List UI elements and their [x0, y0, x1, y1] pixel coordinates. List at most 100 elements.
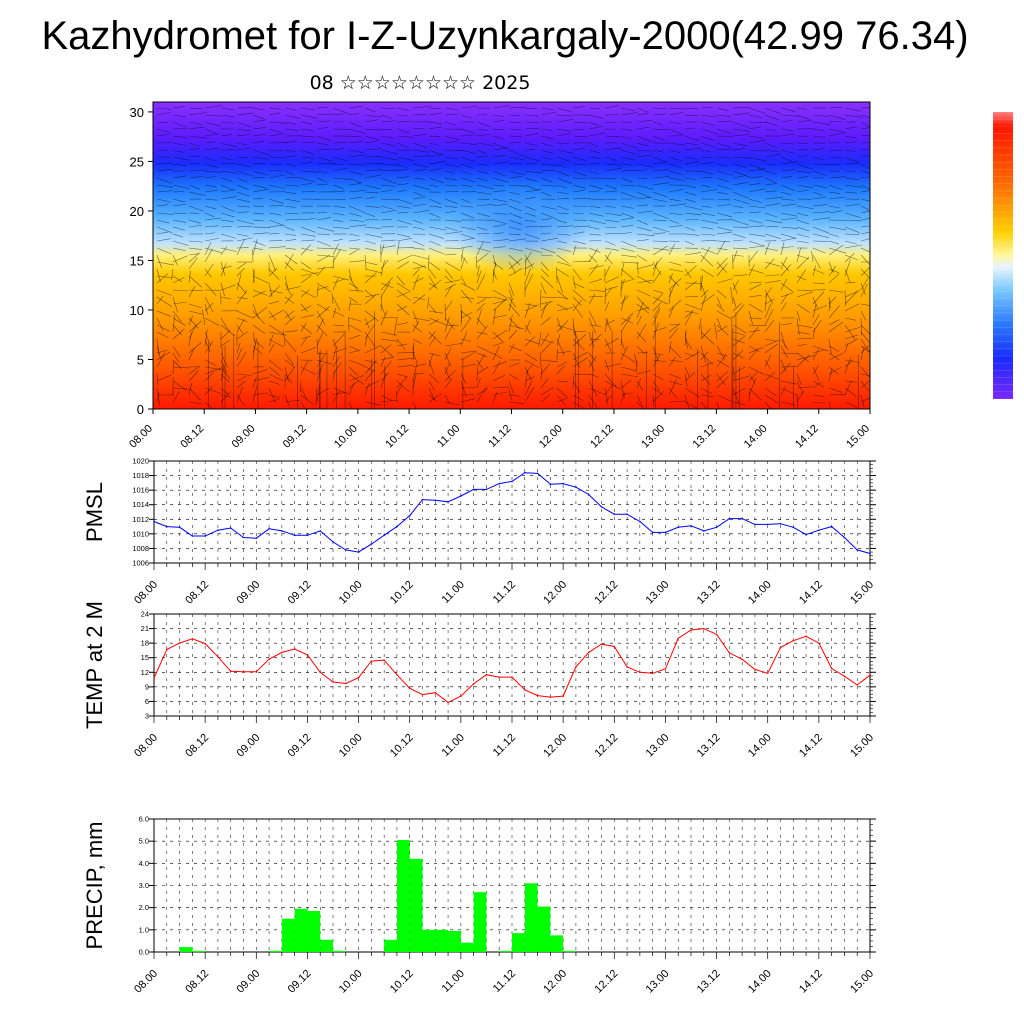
wind-vector	[556, 128, 573, 132]
wind-vector	[268, 268, 278, 277]
wind-vector	[828, 352, 840, 361]
wind-vector	[716, 142, 733, 149]
wind-vector	[412, 317, 430, 322]
wind-vector	[716, 325, 728, 333]
wind-vector	[396, 289, 411, 301]
wind-vector	[236, 191, 250, 197]
wind-vector	[412, 155, 429, 158]
wind-vector	[700, 324, 703, 339]
wind-vector	[412, 240, 425, 247]
wind-vector	[588, 163, 601, 165]
wind-vector	[716, 376, 729, 389]
wind-vector	[316, 332, 323, 347]
wind-vector	[300, 135, 316, 138]
precip-x-tick-label: 11.00	[440, 968, 467, 995]
wind-vector	[236, 177, 248, 183]
wind-vector	[844, 177, 860, 180]
wind-vector	[508, 268, 523, 277]
wind-vector	[316, 310, 326, 326]
wind-vector	[748, 233, 766, 237]
wind-vector	[364, 156, 383, 158]
wind-vector	[236, 225, 253, 228]
wind-vector	[716, 240, 726, 256]
wind-vector	[732, 352, 744, 359]
temp-point	[217, 655, 219, 658]
wind-vector	[508, 212, 523, 219]
wind-vector	[844, 334, 858, 340]
wind-vector	[348, 359, 366, 367]
heatmap-x-tick-label: 10.00	[332, 423, 360, 451]
wind-vector	[460, 351, 476, 361]
wind-vector	[427, 296, 430, 309]
heatmap-x-tick-label: 12.12	[588, 423, 616, 451]
wind-vector	[652, 156, 666, 162]
wind-vector	[572, 260, 591, 263]
wind-vector	[572, 212, 584, 214]
wind-vector	[828, 247, 847, 254]
wind-vector	[412, 197, 424, 200]
wind-vector	[188, 286, 196, 298]
pmsl-point	[344, 549, 347, 551]
wind-vector	[764, 128, 776, 132]
wind-vector	[812, 204, 828, 207]
temp-point	[178, 642, 181, 644]
wind-vector	[236, 330, 249, 340]
wind-vector	[604, 317, 612, 331]
wind-vector	[460, 373, 467, 384]
wind-vector	[284, 114, 301, 119]
wind-vector	[604, 205, 616, 208]
wind-vector	[844, 401, 858, 408]
wind-vector	[844, 324, 856, 340]
wind-vector	[524, 254, 534, 269]
wind-vector	[428, 240, 441, 246]
wind-vector	[524, 177, 537, 182]
wind-vector	[732, 296, 737, 308]
wind-vector	[412, 191, 427, 198]
wind-vector	[588, 125, 603, 130]
wind-vector	[380, 310, 388, 326]
wind-vector	[300, 161, 313, 165]
wind-vector	[412, 210, 430, 214]
temp-2m-x-tick-label: 12.12	[592, 732, 620, 760]
wind-vector	[524, 381, 533, 396]
wind-vector	[220, 184, 234, 191]
wind-vector	[604, 121, 617, 123]
wind-vector	[748, 183, 761, 186]
temp-point	[421, 693, 424, 696]
wind-vector	[188, 275, 203, 288]
wind-vector	[524, 258, 527, 277]
wind-vector	[444, 170, 455, 174]
wind-vector	[732, 233, 746, 239]
wind-vector	[268, 121, 287, 124]
wind-vector	[684, 311, 693, 326]
wind-vector	[828, 300, 831, 312]
wind-vector	[332, 307, 337, 319]
wind-vector	[268, 107, 281, 110]
temp-point	[153, 677, 155, 679]
wind-vector	[476, 133, 491, 137]
wind-vector	[508, 162, 522, 165]
temp-point	[600, 643, 603, 645]
wind-vector	[236, 380, 246, 389]
wind-vector	[844, 149, 855, 152]
wind-vector	[396, 156, 415, 161]
temp-point	[306, 654, 309, 656]
wind-vector	[524, 142, 538, 146]
wind-vector	[620, 268, 635, 280]
wind-vector	[444, 141, 458, 144]
wind-vector	[476, 170, 489, 174]
wind-vector	[812, 381, 822, 389]
wind-vector	[268, 156, 287, 159]
wind-vector	[476, 274, 486, 291]
wind-vector	[556, 191, 569, 194]
wind-vector	[700, 351, 709, 361]
wind-vector	[668, 107, 686, 110]
wind-vector	[412, 105, 431, 109]
wind-vector	[172, 317, 186, 326]
wind-vector	[748, 264, 755, 277]
pmsl-point	[396, 525, 398, 528]
wind-vector	[284, 121, 297, 125]
wind-vector	[220, 317, 230, 333]
wind-vector	[380, 357, 393, 361]
temp-2m-y-tick-label: 18	[141, 639, 149, 648]
